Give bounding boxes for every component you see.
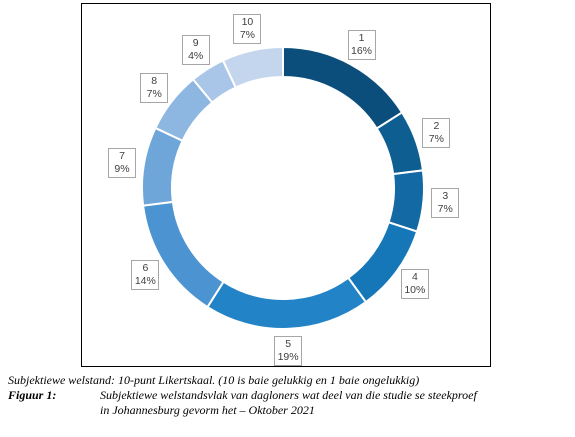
data-label-6: 6 14%	[131, 260, 160, 291]
data-label-1: 1 16%	[347, 30, 376, 61]
slice-6	[141, 200, 225, 309]
data-label-value: 4%	[188, 50, 204, 63]
data-label-2: 2 7%	[422, 117, 451, 148]
data-label-5: 5 19%	[274, 335, 303, 366]
data-label-category: 7	[119, 149, 125, 162]
data-label-7: 7 9%	[108, 147, 136, 178]
data-label-3: 3 7%	[431, 188, 460, 219]
caption-figure-label: Figuur 1:	[8, 388, 57, 402]
data-label-category: 10	[241, 15, 254, 28]
caption-figure-text-1: Subjektiewe welstandsvlak van dagloners …	[100, 388, 477, 402]
data-label-value: 9%	[114, 162, 130, 175]
data-label-4: 4 10%	[400, 268, 429, 299]
data-label-category: 3	[442, 190, 449, 203]
slice-1	[282, 45, 404, 130]
data-label-value: 14%	[134, 275, 156, 288]
data-label-value: 10%	[404, 283, 426, 296]
caption-scale-note: Subjektiewe welstand: 10-punt Likertskaa…	[8, 373, 420, 387]
data-label-category: 5	[285, 337, 292, 350]
data-label-category: 6	[142, 262, 149, 275]
data-label-category: 4	[411, 270, 418, 283]
data-label-value: 16%	[351, 45, 373, 58]
data-label-8: 8 7%	[140, 73, 169, 104]
slice-5	[206, 276, 368, 330]
data-label-category: 2	[433, 119, 440, 132]
data-label-9: 9 4%	[181, 35, 210, 66]
data-label-value: 19%	[277, 350, 299, 363]
data-label-value: 7%	[239, 28, 256, 41]
data-label-value: 7%	[428, 132, 444, 145]
data-label-value: 7%	[437, 203, 453, 216]
data-label-10: 10 7%	[233, 13, 262, 44]
figure-caption: Subjektiewe welstand: 10-punt Likertskaa…	[8, 373, 573, 418]
data-label-value: 7%	[146, 88, 162, 101]
chart-frame: 1 16% 2 7% 3 7% 4 10% 5 19% 6 14% 7 9% 8 7% 9 4% 10 7%	[81, 3, 491, 367]
data-label-category: 9	[192, 37, 199, 50]
slice-10	[221, 45, 284, 89]
data-label-category: 1	[358, 32, 365, 45]
slice-3	[387, 169, 425, 233]
data-label-category: 8	[151, 75, 158, 88]
slice-7	[141, 126, 184, 207]
donut-chart	[141, 45, 425, 330]
caption-figure-text-2: in Johannesburg gevorm het – Oktober 202…	[100, 403, 315, 417]
